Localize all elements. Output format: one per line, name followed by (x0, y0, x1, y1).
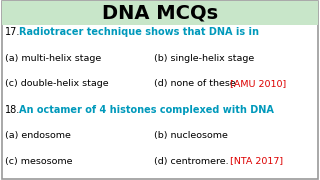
Text: (b) nucleosome: (b) nucleosome (154, 131, 228, 140)
Text: An octamer of 4 histones complexed with DNA: An octamer of 4 histones complexed with … (19, 105, 273, 115)
Text: 17.: 17. (5, 27, 20, 37)
Text: (a) endosome: (a) endosome (5, 131, 71, 140)
FancyBboxPatch shape (2, 1, 318, 25)
Text: (c) double-helix stage: (c) double-helix stage (5, 79, 108, 88)
Text: [AMU 2010]: [AMU 2010] (230, 79, 287, 88)
Text: (d) none of these: (d) none of these (154, 79, 235, 88)
Text: (a) multi-helix stage: (a) multi-helix stage (5, 54, 101, 63)
Text: (b) single-helix stage: (b) single-helix stage (154, 54, 254, 63)
Text: DNA MCQs: DNA MCQs (102, 4, 218, 23)
Text: [NTA 2017]: [NTA 2017] (230, 157, 284, 166)
Text: (c) mesosome: (c) mesosome (5, 157, 72, 166)
Text: (d) centromere.: (d) centromere. (154, 157, 228, 166)
Text: Radiotracer technique shows that DNA is in: Radiotracer technique shows that DNA is … (19, 27, 259, 37)
Text: 18.: 18. (5, 105, 20, 115)
